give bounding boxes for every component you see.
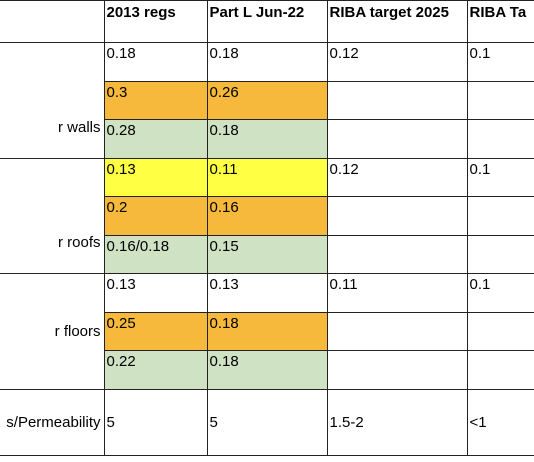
table-row: 0.28 0.18 bbox=[0, 119, 534, 159]
table-cell[interactable]: 0.16 bbox=[206, 196, 328, 236]
table-cell[interactable]: 0.25 bbox=[103, 312, 208, 351]
table-cell[interactable]: 0.18 bbox=[206, 350, 328, 390]
table-row: s/Permeability 5 5 1.5-2 <1 bbox=[0, 389, 534, 456]
table-cell[interactable]: 0.13 bbox=[103, 158, 208, 197]
table-row: 0.16/0.18 0.15 bbox=[0, 235, 534, 274]
table-cell[interactable]: 0.11 bbox=[206, 158, 328, 197]
table-cell[interactable]: 0.18 bbox=[206, 312, 328, 351]
table-cell[interactable]: 0.2 bbox=[103, 196, 208, 236]
header-cell-part-l[interactable]: Part L Jun-22 bbox=[206, 0, 328, 43]
table-cell[interactable] bbox=[466, 196, 534, 236]
table-cell[interactable]: 0.1 bbox=[466, 158, 534, 197]
table-cell[interactable]: 0.26 bbox=[206, 81, 328, 120]
row-label-walls[interactable]: r walls bbox=[0, 42, 105, 159]
table-row: r walls 0.18 0.18 0.12 0.1 bbox=[0, 42, 534, 159]
table-cell[interactable]: 0.18 bbox=[206, 42, 328, 82]
table-cell[interactable]: 0.22 bbox=[103, 350, 208, 390]
table-row: 0.2 0.16 bbox=[0, 196, 534, 236]
table-cell[interactable]: 0.28 bbox=[103, 119, 208, 159]
table-cell[interactable] bbox=[326, 312, 468, 351]
table-cell[interactable]: 0.16/0.18 bbox=[103, 235, 208, 274]
header-cell-riba-target[interactable]: RIBA Ta bbox=[466, 0, 534, 43]
row-label-roofs[interactable]: r roofs bbox=[0, 158, 105, 274]
table-cell[interactable] bbox=[466, 81, 534, 120]
table-cell[interactable] bbox=[326, 196, 468, 236]
table-row: 0.22 0.18 bbox=[0, 350, 534, 390]
table-cell[interactable]: 0.3 bbox=[103, 81, 208, 120]
table-cell[interactable] bbox=[326, 235, 468, 274]
table-cell[interactable] bbox=[326, 119, 468, 159]
row-label-floors[interactable]: r floors bbox=[0, 273, 105, 390]
row-label-permeability-text: s/Permeability bbox=[6, 413, 101, 431]
table-cell[interactable]: <1 bbox=[466, 389, 534, 456]
table-cell[interactable] bbox=[466, 235, 534, 274]
table-cell[interactable] bbox=[326, 350, 468, 390]
header-cell-riba-2025[interactable]: RIBA target 2025 bbox=[326, 0, 468, 43]
table-cell[interactable]: 0.12 bbox=[326, 158, 468, 197]
header-cell-label[interactable] bbox=[0, 0, 105, 43]
table-cell[interactable]: 0.18 bbox=[206, 119, 328, 159]
row-label-roofs-text: r roofs bbox=[57, 234, 101, 251]
table-cell[interactable]: 5 bbox=[206, 389, 328, 456]
table-cell[interactable]: 0.1 bbox=[466, 273, 534, 313]
header-row: 2013 regs Part L Jun-22 RIBA target 2025… bbox=[0, 0, 534, 43]
table-cell[interactable]: 0.12 bbox=[326, 42, 468, 82]
table-cell[interactable]: 1.5-2 bbox=[326, 389, 468, 456]
table-cell[interactable]: 0.11 bbox=[326, 273, 468, 313]
header-cell-2013-regs[interactable]: 2013 regs bbox=[103, 0, 208, 43]
table-cell[interactable]: 0.18 bbox=[103, 42, 208, 82]
table-cell[interactable] bbox=[466, 119, 534, 159]
table-cell[interactable]: 5 bbox=[103, 389, 208, 456]
table-row: r roofs 0.13 0.11 0.12 0.1 bbox=[0, 158, 534, 274]
table-cell[interactable]: 0.13 bbox=[206, 273, 328, 313]
table-cell[interactable]: 0.15 bbox=[206, 235, 328, 274]
table-cell[interactable] bbox=[466, 312, 534, 351]
table-cell[interactable] bbox=[466, 350, 534, 390]
table-cell[interactable]: 0.1 bbox=[466, 42, 534, 82]
row-label-walls-text: r walls bbox=[57, 119, 101, 136]
table-cell[interactable] bbox=[326, 81, 468, 120]
row-label-floors-text: r floors bbox=[54, 322, 101, 340]
row-label-permeability[interactable]: s/Permeability bbox=[0, 389, 105, 456]
table-row: r floors 0.13 0.13 0.11 0.1 bbox=[0, 273, 534, 390]
table-row: 0.25 0.18 bbox=[0, 312, 534, 351]
table-cell[interactable]: 0.13 bbox=[103, 273, 208, 313]
